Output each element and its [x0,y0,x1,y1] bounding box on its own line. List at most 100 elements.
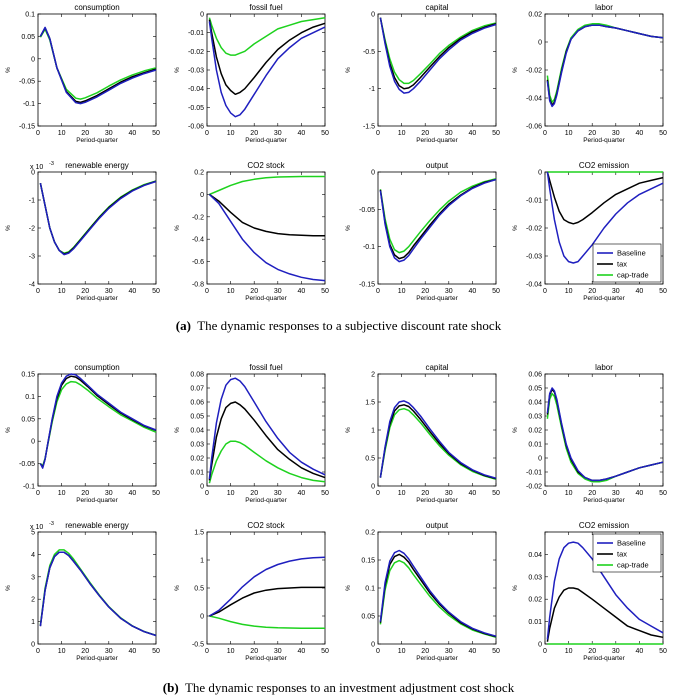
y-tick-label: 4 [31,552,35,559]
x-tick-label: 10 [227,648,235,655]
x-tick-label: 0 [376,648,380,655]
y-tick-label: -0.02 [526,226,542,233]
x-tick-label: 50 [152,288,160,295]
plot-frame [206,373,326,487]
series-line-baseline [208,193,326,282]
series-line-baseline [39,180,157,256]
x-axis-label: Period-quarter [76,655,118,662]
x-tick-label: 30 [274,288,282,295]
y-tick-label: 0.08 [190,372,204,379]
series-line-baseline [546,387,664,482]
y-tick-label: 0.01 [528,619,542,626]
x-axis-label: Period-quarter [416,497,458,504]
x-tick-label: 10 [565,648,573,655]
x-tick-label: 30 [274,490,282,497]
x-tick-label: 50 [659,490,667,497]
series-line-cap-trade [379,559,497,639]
chart-title: CO2 stock [247,521,285,530]
series-line-tax [208,401,326,481]
plot-frame [544,373,664,487]
y-tick-label: -3 [29,254,35,261]
x-tick-label: 40 [298,288,306,295]
y-tick-label: 0 [371,12,375,19]
series-line-baseline [379,549,497,637]
y-tick-label: 1 [31,619,35,626]
x-tick-label: 0 [543,648,547,655]
y-tick-label: 1.5 [365,400,375,407]
y-tick-label: -0.04 [526,96,542,103]
chart-panel: capital 2 1.5 1 0.5 00 10 20 30 40 50 Period-quarte… [345,363,500,504]
x-tick-label: 40 [129,490,137,497]
x-tick-label: 20 [588,490,596,497]
y-tick-label: -0.1 [23,484,35,491]
y-tick-label: -2 [29,226,35,233]
y-tick-label: 0 [371,170,375,177]
y-tick-label: 0.07 [190,386,204,393]
y-tick-label: 0.06 [528,372,542,379]
y-axis-label: % [512,67,519,73]
y-tick-label: -0.02 [526,68,542,75]
y-tick-label: 0 [538,456,542,463]
x-tick-label: 20 [250,490,258,497]
plot-frame [37,531,157,645]
y-tick-label: 0.1 [365,586,375,593]
chart-panel: fossil fuel 0.08 0.07 0.06 0.05 0.04 0.03 0.02 0… [174,363,329,504]
chart-title: capital [425,3,448,12]
y-tick-label: 0.01 [190,470,204,477]
x-tick-label: 30 [612,648,620,655]
series-line-cap-trade [208,440,326,484]
plot-frame [37,171,157,285]
y-tick-label: 3 [31,574,35,581]
series-line-tax [208,193,325,237]
legend: Baseline tax cap-trade [592,243,662,283]
y-tick-label: 1 [371,428,375,435]
x-tick-label: 0 [36,490,40,497]
series-line-baseline [546,171,664,264]
series-line-baseline [39,373,157,469]
x-tick-label: 20 [81,288,89,295]
caption-b: (b) The dynamic responses to an investme… [0,680,677,696]
caption-a: (a) The dynamic responses to a subjectiv… [0,318,677,334]
y-tick-label: -0.5 [363,49,375,56]
y-tick-label: -0.01 [526,198,542,205]
x-tick-label: 30 [105,490,113,497]
x-tick-label: 0 [205,288,209,295]
y-tick-label: -0.05 [188,105,204,112]
y-tick-label: -0.15 [359,282,375,289]
x-tick-label: 30 [105,288,113,295]
plot-frame [377,373,497,487]
x-tick-label: 50 [152,490,160,497]
y-tick-label: 1.5 [194,530,204,537]
y-tick-label: 0.03 [190,442,204,449]
y-tick-label: -0.05 [359,207,375,214]
y-tick-label: 0 [200,614,204,621]
x-tick-label: 20 [588,288,596,295]
y-tick-label: -0.03 [188,68,204,75]
y-axis-label: % [345,585,352,591]
y-tick-label: 2 [371,372,375,379]
x-tick-label: 30 [105,130,113,137]
x-tick-label: 10 [565,288,573,295]
x-tick-label: 10 [227,288,235,295]
x-tick-label: 0 [543,288,547,295]
y-tick-label: 0 [371,642,375,649]
x-tick-label: 40 [129,648,137,655]
y-tick-label: 0.05 [528,386,542,393]
y-tick-label: 0 [538,642,542,649]
series-line-baseline [546,541,664,640]
series-line-cap-trade [209,175,325,196]
y-tick-label: -0.05 [19,461,35,468]
y-exponent: x 10 [30,164,43,171]
x-tick-label: 20 [250,648,258,655]
y-tick-label: -0.15 [19,124,35,131]
series-line-tax [208,19,326,96]
y-exponent-power: -3 [49,161,54,167]
x-tick-label: 10 [58,130,66,137]
x-tick-label: 40 [469,490,477,497]
x-tick-label: 50 [321,648,329,655]
y-tick-label: -0.2 [192,214,204,221]
x-axis-label: Period-quarter [416,295,458,302]
x-axis-label: Period-quarter [245,655,287,662]
